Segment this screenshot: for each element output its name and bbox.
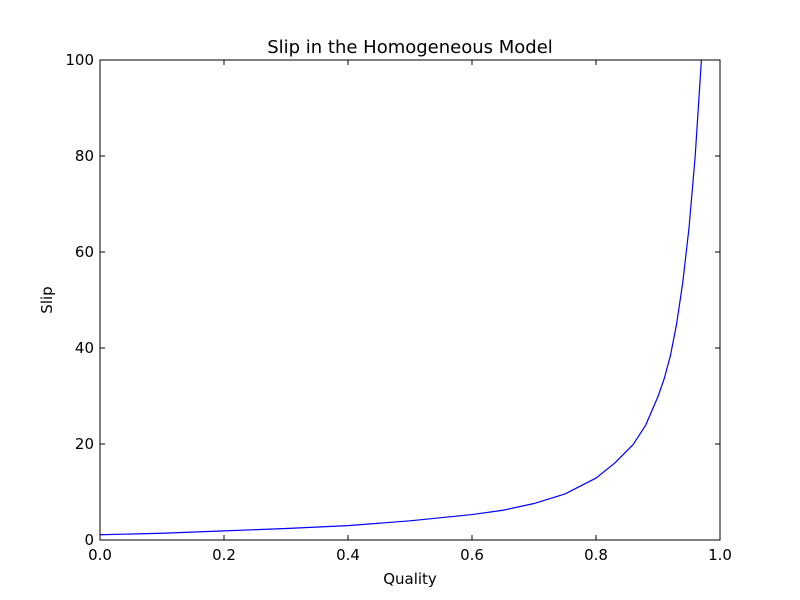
y-axis-label: Slip: [38, 286, 56, 313]
x-axis-label: Quality: [383, 570, 437, 588]
y-tick-label: 60: [75, 243, 94, 261]
y-tick-label: 80: [75, 147, 94, 165]
x-tick-label: 1.0: [708, 546, 732, 564]
series-line: [99, 59, 702, 536]
y-tick-label: 40: [75, 339, 94, 357]
plot-area: 0.0 0.2 0.4 0.6 0.8 1.0 0 20 40 60 80 100: [65, 51, 732, 564]
x-tick-label: 0.4: [336, 546, 360, 564]
y-tick-label: 20: [75, 435, 94, 453]
x-tick-label: 0.6: [460, 546, 484, 564]
x-tick-label: 0.8: [584, 546, 608, 564]
chart-title: Slip in the Homogeneous Model: [267, 37, 553, 58]
y-tick-label: 100: [65, 51, 94, 69]
x-tick-label: 0.0: [88, 546, 112, 564]
x-tick-label: 0.2: [212, 546, 236, 564]
y-tick-label: 0: [84, 531, 94, 549]
plot-frame: [99, 59, 721, 541]
